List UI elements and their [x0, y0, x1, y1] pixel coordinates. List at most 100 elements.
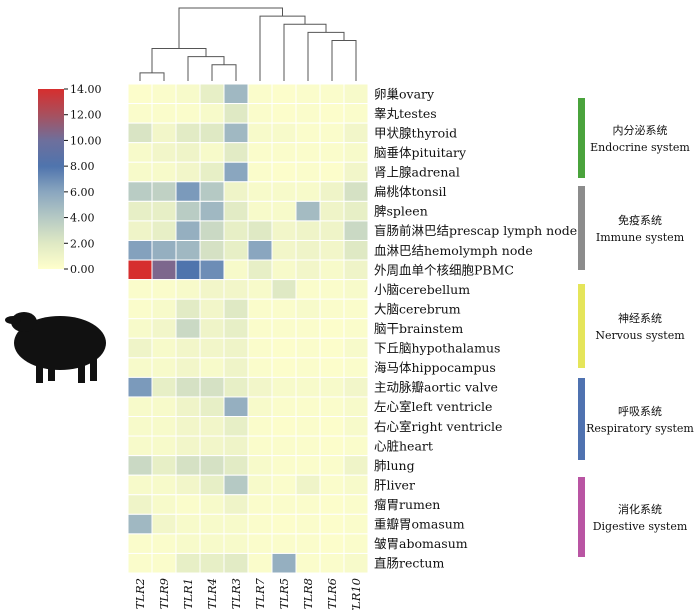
- row-label: 肺lung: [374, 458, 415, 473]
- heatmap-cell-TLR5-18: [271, 435, 297, 457]
- heatmap-cell-TLR6-17: [319, 416, 345, 437]
- row-label: 脑干brainstem: [374, 321, 463, 336]
- heatmap-cell-TLR3-9: [223, 259, 249, 281]
- row-label: 皱胃abomasum: [374, 536, 468, 551]
- heatmap-cell-TLR1-12: [175, 318, 201, 339]
- group-label-cn: 内分泌系统: [613, 123, 668, 137]
- heatmap-cell-TLR3-1: [223, 103, 249, 124]
- heatmap-cell-TLR2-23: [127, 533, 153, 554]
- heatmap-cell-TLR8-7: [295, 220, 321, 241]
- row-label: 小脑cerebellum: [374, 282, 470, 297]
- heatmap-cell-TLR10-0: [343, 83, 369, 105]
- heatmap-cell-TLR3-3: [223, 142, 249, 163]
- row-label: 睾丸testes: [374, 106, 437, 121]
- heatmap-cell-TLR5-1: [271, 103, 297, 124]
- heatmap-cell-TLR5-3: [271, 142, 297, 163]
- heatmap-cell-TLR7-14: [247, 357, 273, 378]
- heatmap-cell-TLR9-5: [151, 181, 177, 202]
- heatmap-cell-TLR9-23: [151, 533, 177, 554]
- heatmap-cell-TLR3-12: [223, 318, 249, 339]
- heatmap-cell-TLR7-23: [247, 533, 273, 554]
- heatmap-cell-TLR10-16: [343, 396, 369, 418]
- heatmap-cell-TLR3-22: [223, 513, 249, 535]
- heatmap-cell-TLR4-20: [199, 474, 225, 496]
- group-label-en: Endocrine system: [590, 141, 690, 154]
- heatmap-cell-TLR4-16: [199, 396, 225, 418]
- row-label: 大脑cerebrum: [374, 301, 461, 316]
- heatmap-cell-TLR8-14: [295, 357, 321, 378]
- heatmap-cell-TLR5-4: [271, 161, 297, 183]
- heatmap-cell-TLR7-24: [247, 552, 273, 574]
- heatmap-cell-TLR1-7: [175, 220, 201, 241]
- heatmap-cell-TLR5-16: [271, 396, 297, 418]
- heatmap-cell-TLR9-17: [151, 416, 177, 437]
- heatmap-cell-TLR5-14: [271, 357, 297, 378]
- heatmap-cell-TLR2-1: [127, 103, 153, 124]
- heatmap-cell-TLR4-10: [199, 279, 225, 300]
- row-label: 直肠rectum: [374, 556, 444, 571]
- heatmap-cell-TLR5-15: [271, 376, 297, 398]
- heatmap-cell-TLR4-19: [199, 455, 225, 476]
- heatmap-cell-TLR7-20: [247, 474, 273, 496]
- heatmap-cell-TLR9-18: [151, 435, 177, 457]
- heatmap-cell-TLR1-22: [175, 513, 201, 535]
- heatmap-cell-TLR6-22: [319, 513, 345, 535]
- sheep-silhouette-icon: [5, 312, 106, 383]
- heatmap-cell-TLR5-10: [271, 279, 297, 300]
- heatmap-cell-TLR10-18: [343, 435, 369, 457]
- heatmap-cell-TLR6-7: [319, 220, 345, 241]
- heatmap-cell-TLR1-24: [175, 552, 201, 574]
- row-label: 卵巢ovary: [374, 86, 435, 101]
- column-label-TLR5: TLR5: [277, 578, 291, 609]
- heatmap-cell-TLR4-23: [199, 533, 225, 554]
- heatmap-cell-TLR5-13: [271, 337, 297, 359]
- row-label: 脾spleen: [374, 204, 428, 219]
- row-label: 甲状腺thyroid: [374, 125, 457, 140]
- heatmap-cell-TLR10-11: [343, 298, 369, 320]
- heatmap-cell-TLR3-17: [223, 416, 249, 437]
- colorbar-tick-label: 10.00: [70, 134, 102, 147]
- heatmap-cell-TLR10-12: [343, 318, 369, 339]
- colorbar-tick-label: 8.00: [70, 160, 95, 173]
- heatmap-cell-TLR8-24: [295, 552, 321, 574]
- row-label: 海马体hippocampus: [374, 360, 496, 375]
- heatmap-cell-TLR9-8: [151, 239, 177, 261]
- heatmap-cell-TLR1-21: [175, 494, 201, 515]
- heatmap-cell-TLR7-9: [247, 259, 273, 281]
- heatmap-cell-TLR1-0: [175, 83, 201, 105]
- heatmap-cell-TLR6-6: [319, 200, 345, 222]
- heatmap-cell-TLR9-22: [151, 513, 177, 535]
- heatmap-cell-TLR2-22: [127, 513, 153, 535]
- heatmap-cell-TLR3-11: [223, 298, 249, 320]
- heatmap-cell-TLR8-3: [295, 142, 321, 163]
- heatmap-cell-TLR7-0: [247, 83, 273, 105]
- heatmap-cell-TLR6-1: [319, 103, 345, 124]
- heatmap-cell-TLR8-2: [295, 122, 321, 144]
- heatmap-cell-TLR4-24: [199, 552, 225, 574]
- group-label-en: Nervous system: [595, 329, 685, 342]
- heatmap-cell-TLR5-19: [271, 455, 297, 476]
- heatmap-cell-TLR2-6: [127, 200, 153, 222]
- heatmap-cell-TLR8-18: [295, 435, 321, 457]
- heatmap-cell-TLR5-21: [271, 494, 297, 515]
- heatmap-cell-TLR1-10: [175, 279, 201, 300]
- heatmap-cell-TLR6-9: [319, 259, 345, 281]
- heatmap-cell-TLR8-11: [295, 298, 321, 320]
- colorbar-tick-label: 12.00: [70, 109, 102, 122]
- row-label: 肾上腺adrenal: [374, 165, 460, 180]
- heatmap-cell-TLR10-14: [343, 357, 369, 378]
- row-label: 左心室left ventricle: [374, 399, 492, 414]
- row-label: 肝liver: [374, 477, 415, 492]
- heatmap-cell-TLR7-2: [247, 122, 273, 144]
- dendrogram-branch: [259, 15, 306, 81]
- heatmap-cell-TLR8-17: [295, 416, 321, 437]
- heatmap-cell-TLR10-23: [343, 533, 369, 554]
- heatmap-cell-TLR2-2: [127, 122, 153, 144]
- group-label-en: Respiratory system: [586, 422, 694, 435]
- heatmap-cell-TLR5-20: [271, 474, 297, 496]
- heatmap-cell-TLR3-0: [223, 83, 249, 105]
- heatmap-cell-TLR2-19: [127, 455, 153, 476]
- heatmap-cell-TLR5-5: [271, 181, 297, 202]
- heatmap-cell-TLR10-1: [343, 103, 369, 124]
- heatmap-cell-TLR4-3: [199, 142, 225, 163]
